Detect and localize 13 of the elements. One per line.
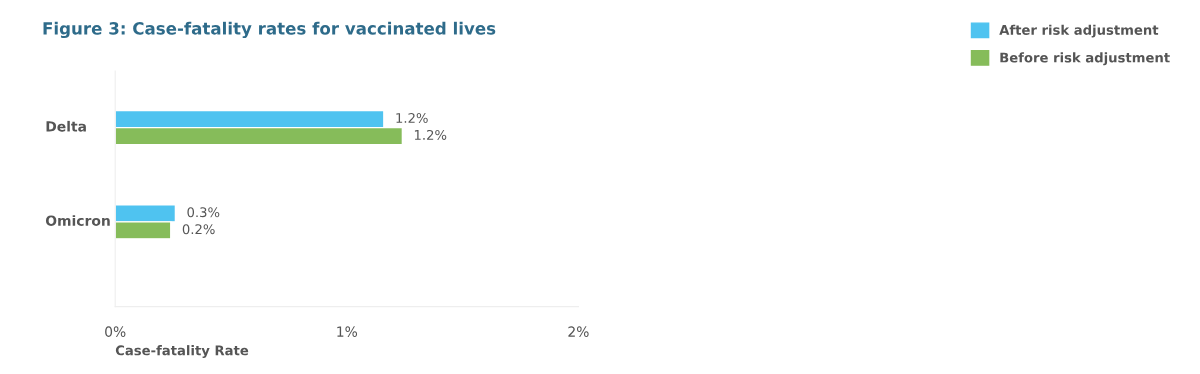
x-tick-label: 0% [105, 326, 126, 337]
y-tick-label: Delta [46, 120, 86, 132]
data-label: 0.3% [187, 207, 220, 218]
x-tick-label: 2% [568, 326, 589, 337]
data-label: 0.2% [182, 224, 215, 235]
legend-label: After risk adjustment [999, 24, 1159, 38]
data-label: 1.2% [414, 129, 447, 140]
data-label: 1.2% [396, 112, 428, 123]
chart-title: Figure 3: Case-fatality rates for vaccinated lives [43, 21, 496, 39]
y-tick-label: Omicron [45, 215, 110, 226]
legend-label: Before risk adjustment [1000, 52, 1170, 66]
x-tick-label: 1% [337, 326, 358, 337]
x-axis-title: Case-fatality Rate [115, 345, 249, 358]
